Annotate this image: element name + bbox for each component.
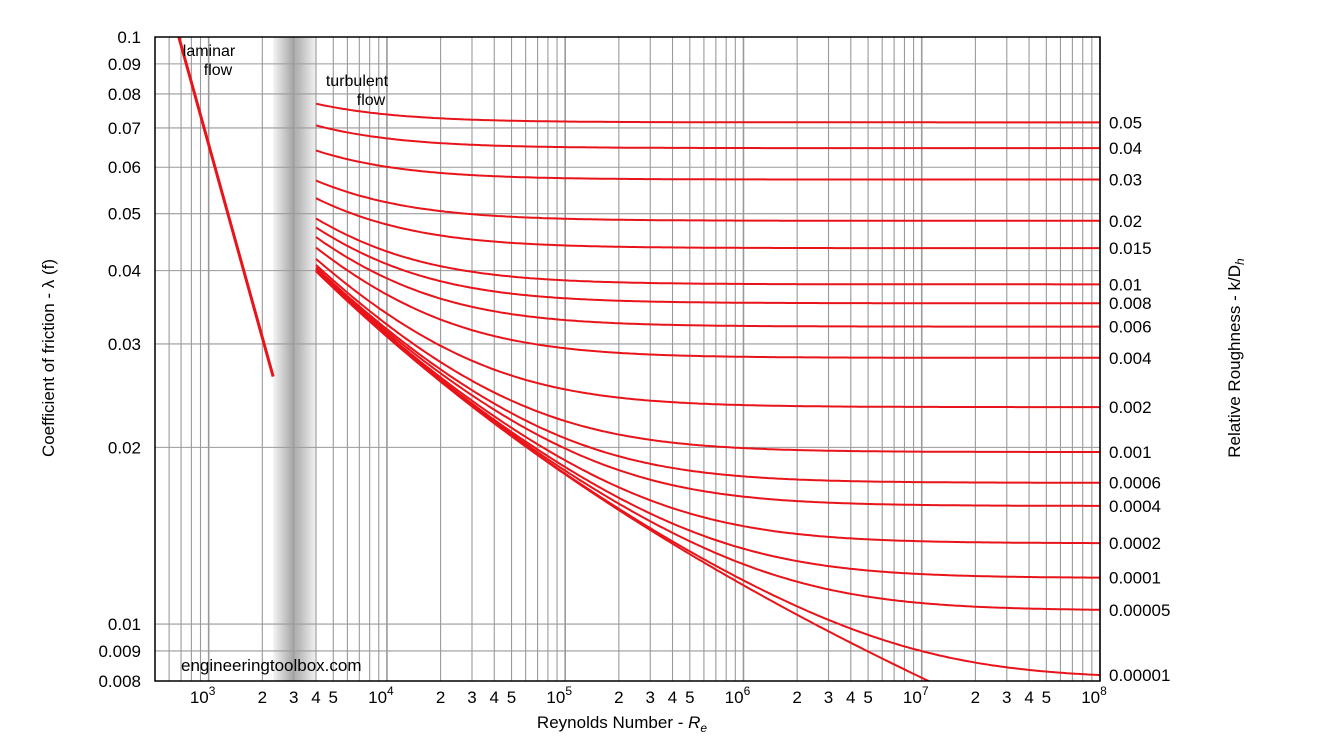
roughness-label: 0.004 — [1109, 349, 1152, 368]
roughness-labels: 0.05 0.04 0.03 0.02 0.015 0.010.008 0.006 0.004… — [1109, 113, 1170, 685]
roughness-label: 0.0004 — [1109, 497, 1161, 516]
plot-frame — [154, 36, 1101, 682]
y-tick-label: 0.06 — [108, 158, 141, 177]
x-tick-label: 5 — [863, 688, 872, 707]
roughness-curve — [315, 179, 1100, 222]
plot-border — [154, 36, 1101, 682]
roughness-curve — [315, 269, 1100, 545]
x-tick-label: 103 — [190, 684, 216, 707]
x-tick-label: 4 — [846, 688, 855, 707]
x-tick-label: 5 — [685, 688, 694, 707]
roughness-label: 0.04 — [1109, 139, 1142, 158]
y-tick-label: 0.04 — [108, 262, 141, 281]
x-tick-label: 107 — [903, 684, 929, 707]
x-tick-label: 2 — [792, 688, 801, 707]
roughness-label: 0.0001 — [1109, 569, 1161, 588]
annotation-turbulent: turbulent — [326, 73, 389, 90]
x-tick-label: 3 — [824, 688, 833, 707]
y-tick-label: 0.1 — [117, 28, 141, 47]
roughness-label: 0.002 — [1109, 398, 1152, 417]
annotation-laminar-flow: flow — [204, 62, 233, 79]
y-tick-label: 0.07 — [108, 119, 141, 138]
friction-curves — [177, 37, 1100, 681]
x-tick-label: 108 — [1081, 684, 1107, 707]
y-tick-label: 0.02 — [108, 438, 141, 457]
annotation-laminar: laminar — [183, 43, 236, 60]
y-tick-label: 0.09 — [108, 55, 141, 74]
x-tick-label: 3 — [1002, 688, 1011, 707]
roughness-curve — [315, 217, 1100, 286]
tick-labels: 103 2 3 4 5 104 2 3 4 5 105 2 3 4 5 106 2 3 4 5 107 2 3 4 5 1080.… — [98, 28, 1107, 707]
roughness-curve — [315, 124, 1100, 150]
roughness-curve — [315, 246, 1100, 359]
x-tick-label: 4 — [490, 688, 499, 707]
x-tick-label: 2 — [971, 688, 980, 707]
roughness-label: 0.01 — [1109, 275, 1142, 294]
roughness-curve — [315, 270, 1100, 611]
roughness-curve — [315, 266, 1100, 484]
roughness-curve — [315, 264, 1100, 453]
roughness-label: 0.001 — [1109, 443, 1152, 462]
roughness-label: 0.00005 — [1109, 601, 1170, 620]
roughness-label: 0.0006 — [1109, 474, 1161, 493]
roughness-label: 0.006 — [1109, 318, 1152, 337]
x-tick-label: 104 — [368, 684, 394, 707]
x-tick-label: 3 — [289, 688, 298, 707]
roughness-label: 0.03 — [1109, 171, 1142, 190]
roughness-label: 0.015 — [1109, 239, 1152, 258]
x-tick-label: 106 — [725, 684, 751, 707]
roughness-curve — [315, 149, 1100, 181]
x-tick-label: 4 — [311, 688, 320, 707]
roughness-label: 0.008 — [1109, 294, 1152, 313]
y-tick-label: 0.05 — [108, 205, 141, 224]
x-tick-label: 5 — [1042, 688, 1051, 707]
y-tick-label: 0.009 — [98, 642, 141, 661]
roughness-curve — [315, 258, 1100, 409]
smooth-pipe-curve — [315, 270, 931, 681]
roughness-curve — [315, 226, 1100, 305]
y-tick-label: 0.08 — [108, 85, 141, 104]
x-tick-label: 3 — [646, 688, 655, 707]
x-tick-label: 3 — [467, 688, 476, 707]
y-tick-label: 0.01 — [108, 615, 141, 634]
x-tick-label: 2 — [614, 688, 623, 707]
x-axis-title: Reynolds Number - Re — [537, 713, 707, 735]
y-tick-label: 0.03 — [108, 335, 141, 354]
roughness-curve — [315, 236, 1100, 328]
y-axis-title: Coefficient of friction - λ (f) — [39, 259, 58, 457]
roughness-label: 0.02 — [1109, 212, 1142, 231]
watermark: engineeringtoolbox.com — [181, 656, 362, 675]
x-tick-label: 2 — [258, 688, 267, 707]
roughness-label: 0.00001 — [1109, 666, 1170, 685]
x-tick-label: 4 — [1024, 688, 1033, 707]
x-tick-label: 5 — [329, 688, 338, 707]
x-tick-label: 2 — [436, 688, 445, 707]
roughness-curve — [315, 102, 1100, 124]
annotation-turbulent-flow: flow — [357, 92, 386, 109]
x-tick-label: 105 — [546, 684, 572, 707]
y-tick-label: 0.008 — [98, 672, 141, 691]
roughness-curve — [315, 197, 1100, 250]
x-tick-label: 4 — [668, 688, 677, 707]
roughness-label: 0.0002 — [1109, 534, 1161, 553]
transition-zone — [273, 37, 316, 681]
laminar-flow-line — [177, 37, 275, 377]
y2-axis-title: Relative Roughness - k/Dh — [1225, 258, 1247, 458]
roughness-label: 0.05 — [1109, 113, 1142, 132]
roughness-curve — [315, 267, 1100, 507]
x-tick-label: 5 — [507, 688, 516, 707]
